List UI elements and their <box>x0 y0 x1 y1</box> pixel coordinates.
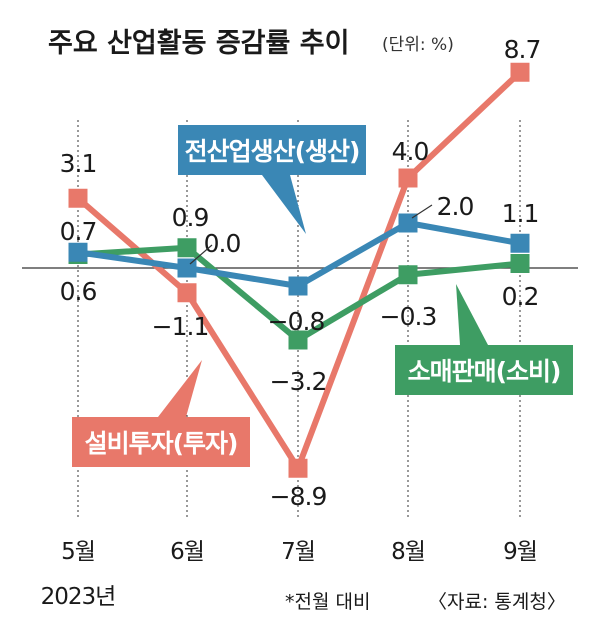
retail-marker-1 <box>177 238 197 258</box>
series-production <box>68 213 530 296</box>
footnote: *전월 대비 <box>285 591 370 613</box>
year-label: 2023년 <box>41 584 116 610</box>
production-value-2: −0.8 <box>268 307 325 336</box>
investment-value-1: −1.1 <box>152 312 209 341</box>
x-tick-0: 5월 <box>61 539 95 565</box>
leader-aug-prod <box>411 204 433 219</box>
callout-investment: 설비투자(투자) <box>72 360 250 467</box>
x-tick-4: 9월 <box>503 539 537 565</box>
production-marker-0 <box>68 242 88 262</box>
retail-marker-3 <box>398 265 418 285</box>
leader-jun-prod <box>189 244 213 265</box>
production-value-0: 0.7 <box>60 217 97 246</box>
callout-production-label: 전산업생산(생산) <box>185 137 360 166</box>
production-value-1: 0.0 <box>204 229 241 258</box>
chart-title: 주요 산업활동 증감률 추이 <box>48 28 349 59</box>
retail-marker-4 <box>510 254 530 273</box>
series-retail <box>68 238 530 350</box>
production-value-4: 1.1 <box>502 199 539 228</box>
x-axis: 5월 6월 7월 8월 9월 2023년 <box>41 539 538 610</box>
x-tick-2: 7월 <box>281 539 315 565</box>
investment-value-3: 4.0 <box>392 137 429 166</box>
investment-marker-3 <box>398 168 418 188</box>
retail-value-0: 0.6 <box>60 277 97 306</box>
callout-investment-label: 설비투자(투자) <box>85 429 238 458</box>
unit-label: (단위: %) <box>382 35 454 55</box>
production-marker-2 <box>288 276 308 296</box>
investment-marker-2 <box>288 458 308 478</box>
callout-production: 전산업생산(생산) <box>178 125 366 234</box>
investment-value-2: −8.9 <box>270 482 327 511</box>
source-label: 〈자료: 통계청〉 <box>428 591 566 613</box>
retail-marker-2 <box>288 330 308 350</box>
investment-marker-4 <box>510 62 530 82</box>
production-value-3: 2.0 <box>437 192 474 221</box>
retail-value-3: −0.3 <box>380 302 437 331</box>
investment-value-0: 3.1 <box>60 149 97 178</box>
retail-value-2: −3.2 <box>270 367 327 396</box>
investment-marker-1 <box>177 283 197 303</box>
investment-marker-0 <box>68 188 88 208</box>
retail-value-4: 0.2 <box>502 282 539 311</box>
production-marker-4 <box>510 233 530 253</box>
investment-value-4: 8.7 <box>504 35 541 64</box>
production-marker-3 <box>398 213 418 233</box>
retail-value-1: 0.9 <box>172 203 209 232</box>
x-tick-1: 6월 <box>170 539 204 565</box>
callout-retail: 소매판매(소비) <box>395 284 573 395</box>
callout-retail-label: 소매판매(소비) <box>408 357 561 386</box>
value-labels: 0.7 0.0 −0.8 2.0 1.1 3.1 −1.1 −8.9 4.0 8.7 0.6 0.9 −… <box>60 35 542 511</box>
x-tick-3: 8월 <box>391 539 425 565</box>
